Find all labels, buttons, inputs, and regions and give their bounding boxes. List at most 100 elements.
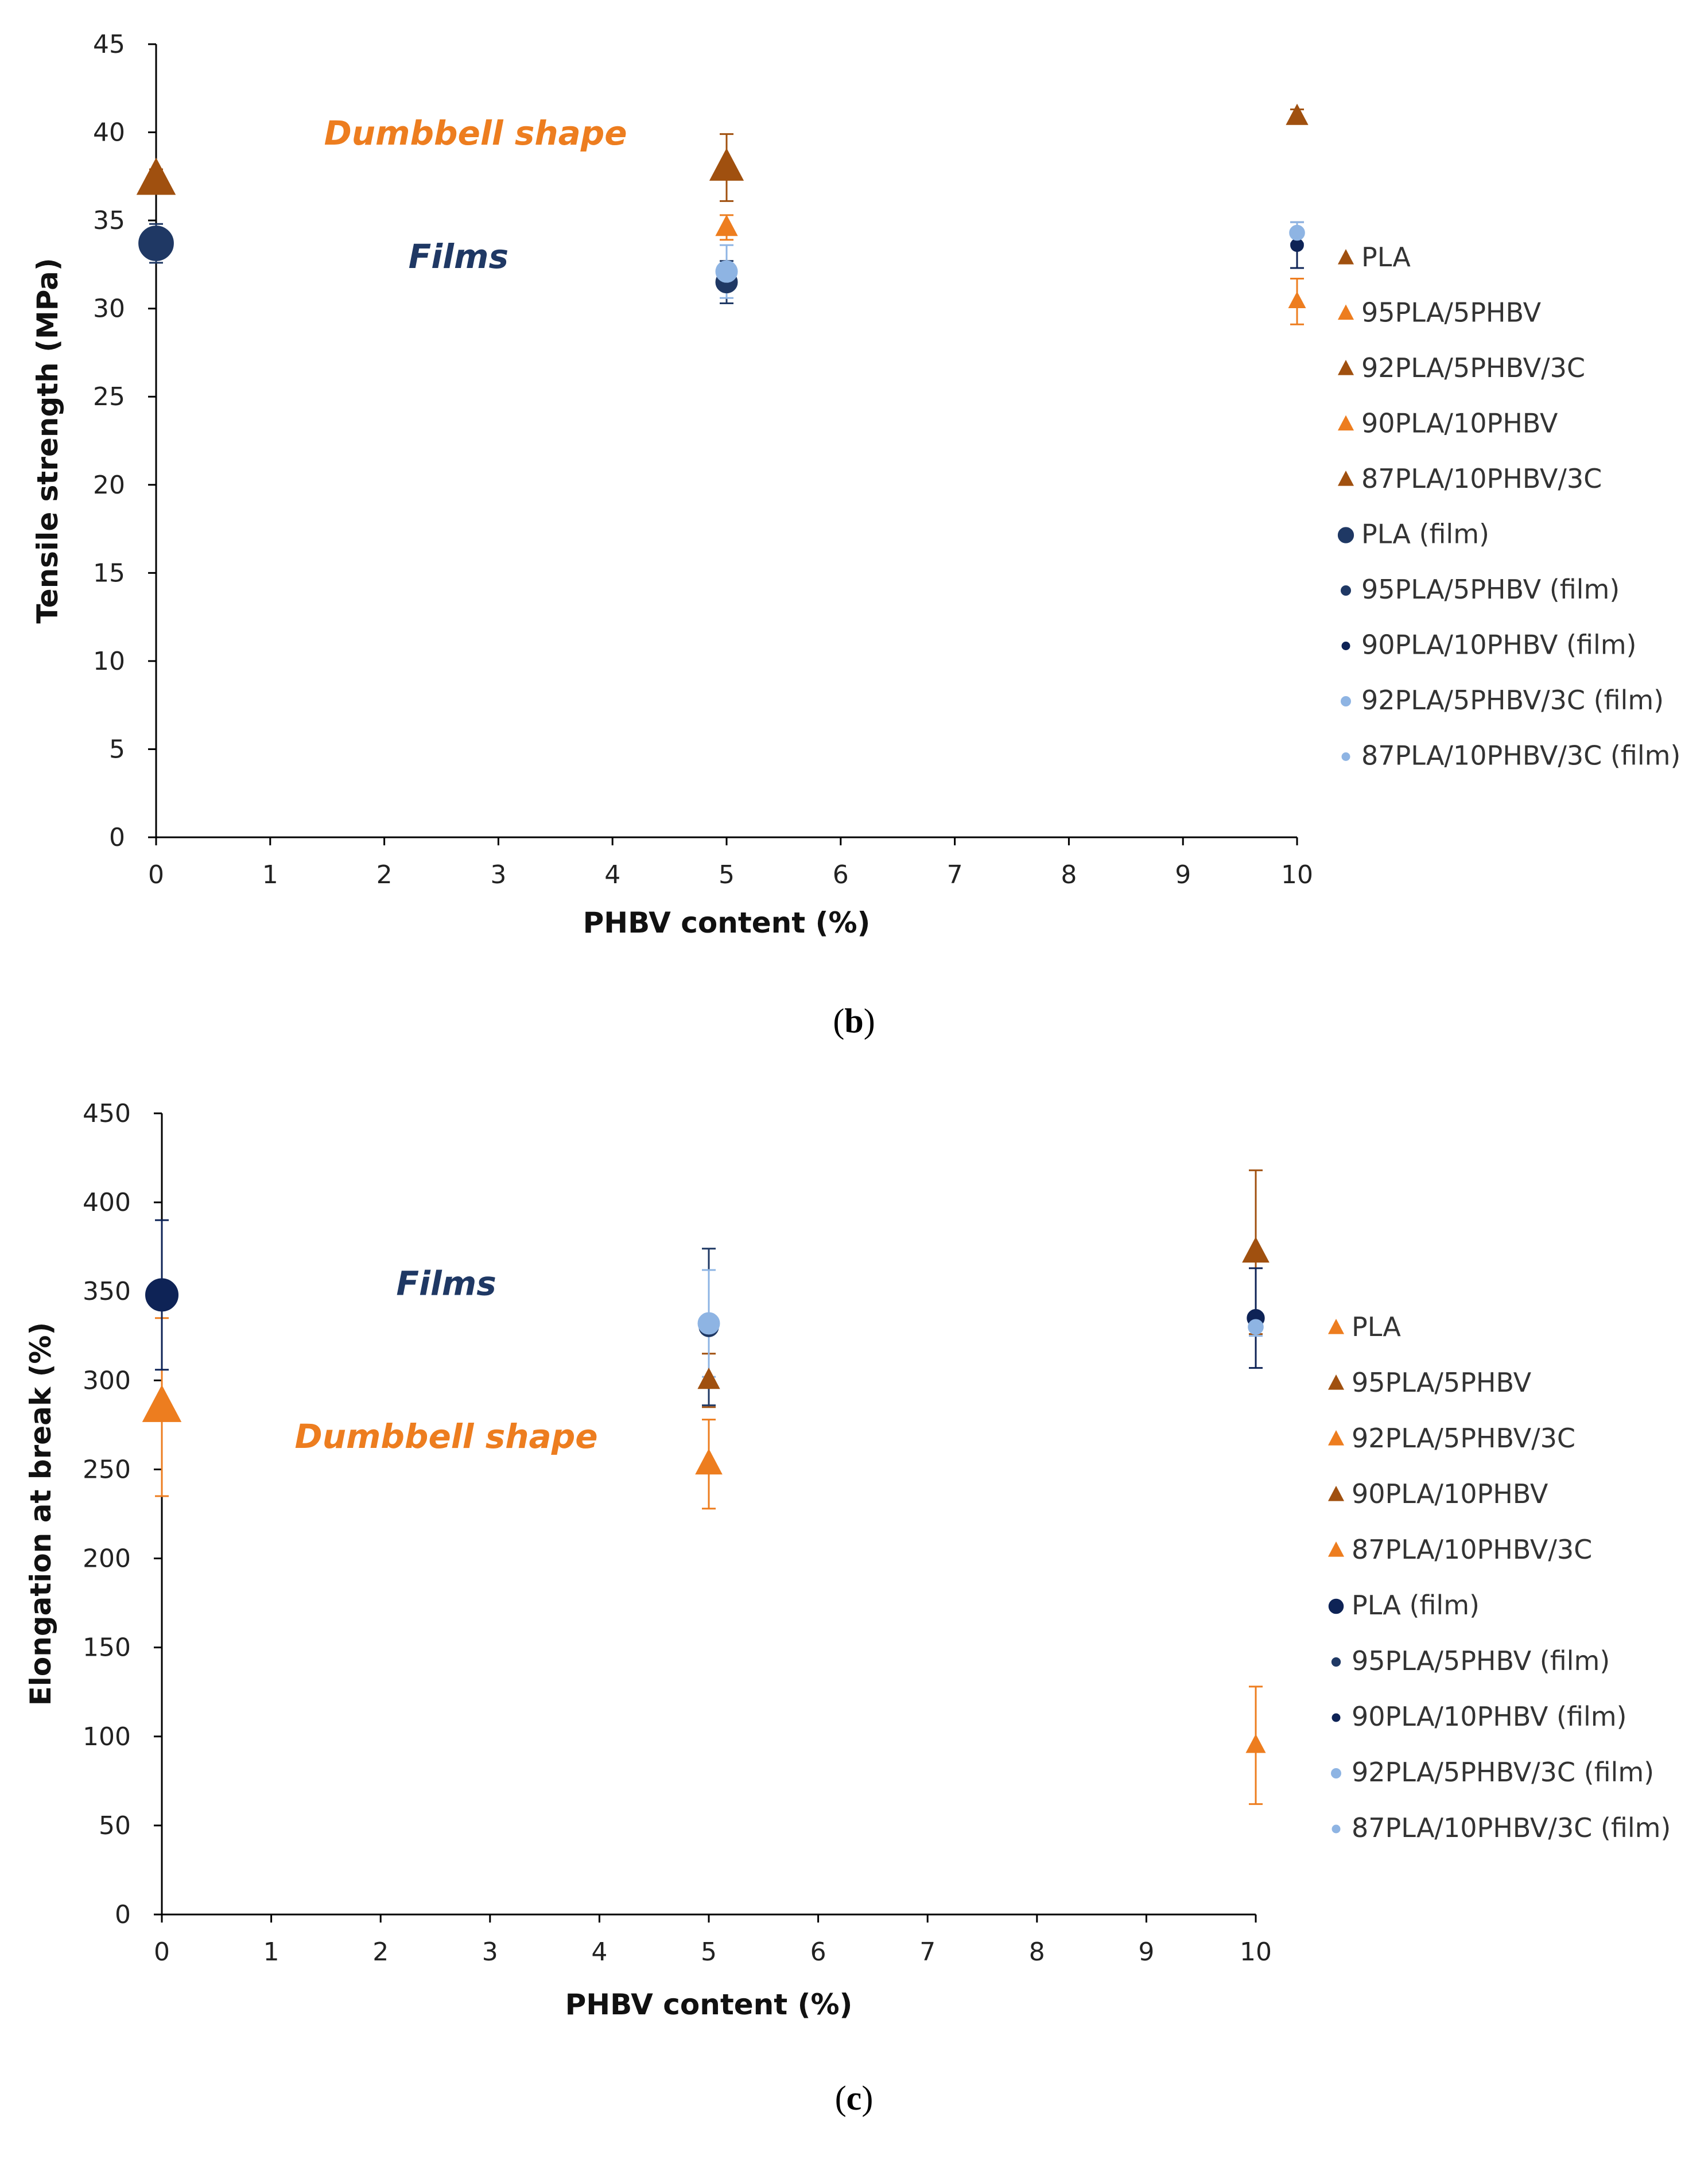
legend-marker xyxy=(1341,642,1350,650)
x-tick-label: 5 xyxy=(719,860,735,890)
y-tick-label: 15 xyxy=(93,558,125,588)
legend-marker xyxy=(1327,1374,1345,1390)
x-tick-label: 8 xyxy=(1061,860,1077,890)
legend: PLA 95PLA/5PHBV 92PLA/5PHBV/3C 90PLA/10PHBV… xyxy=(1361,242,1680,771)
legend-marker xyxy=(1331,1768,1341,1778)
y-tick-label: 100 xyxy=(83,1722,131,1752)
y-tick-label: 200 xyxy=(83,1544,131,1574)
x-tick-label: 0 xyxy=(154,1937,170,1967)
legend: PLA 95PLA/5PHBV 92PLA/5PHBV/3C 90PLA/10PHBV… xyxy=(1352,1311,1671,1843)
y-tick-label: 40 xyxy=(93,118,125,147)
y-tick-label: 50 xyxy=(99,1811,131,1840)
legend-label: 95PLA/5PHBV xyxy=(1352,1367,1532,1398)
data-point xyxy=(138,226,174,261)
data-point xyxy=(142,1385,182,1422)
data-point xyxy=(695,1448,723,1475)
legend-label: 87PLA/10PHBV/3C (film) xyxy=(1361,740,1680,771)
legend-marker xyxy=(1337,360,1354,375)
y-tick-label: 0 xyxy=(109,823,125,852)
legend-label: 87PLA/10PHBV/3C xyxy=(1352,1534,1592,1565)
data-point xyxy=(136,157,176,195)
y-tick-label: 350 xyxy=(83,1277,131,1306)
x-tick-label: 6 xyxy=(833,860,849,890)
x-tick-label: 7 xyxy=(919,1937,935,1967)
y-tick-label: 150 xyxy=(83,1633,131,1663)
legend-label: 90PLA/10PHBV xyxy=(1361,408,1558,439)
x-tick-label: 4 xyxy=(591,1937,607,1967)
legend-marker xyxy=(1327,1319,1345,1334)
x-tick-label: 5 xyxy=(701,1937,717,1967)
data-point xyxy=(709,147,744,181)
legend-marker xyxy=(1337,304,1354,320)
x-tick-label: 6 xyxy=(810,1937,826,1967)
data-point xyxy=(715,215,738,236)
y-axis-title: Elongation at break (%) xyxy=(24,1322,57,1706)
legend-marker xyxy=(1341,696,1351,706)
y-tick-label: 400 xyxy=(83,1188,131,1217)
legend-marker xyxy=(1332,1824,1341,1834)
x-tick-label: 9 xyxy=(1138,1937,1154,1967)
y-tick-label: 30 xyxy=(93,294,125,324)
y-axis-title: Tensile strength (MPa) xyxy=(31,258,64,623)
legend-label: 95PLA/5PHBV (film) xyxy=(1352,1645,1610,1676)
legend-marker xyxy=(1337,415,1354,431)
legend-marker xyxy=(1327,1486,1345,1501)
data-point xyxy=(1288,291,1306,309)
x-tick-label: 7 xyxy=(947,860,963,890)
legend-label: PLA (film) xyxy=(1361,519,1489,550)
legend-label: 90PLA/10PHBV xyxy=(1352,1478,1548,1509)
legend-marker xyxy=(1327,1430,1345,1446)
data-point xyxy=(697,1368,720,1389)
data-point xyxy=(697,1312,720,1335)
x-tick-label: 4 xyxy=(604,860,620,890)
chart-elongation-at-break: 0 50 100 150 200 250 300 350 400 450 0 1 2 3 4 5 6 7 8 9 10 P… xyxy=(24,1099,1671,2021)
x-tick-label: 3 xyxy=(482,1937,498,1967)
x-tick-label: 3 xyxy=(490,860,506,890)
data-point xyxy=(1286,103,1309,125)
data-point xyxy=(1242,1236,1270,1263)
x-tick-label: 2 xyxy=(376,860,393,890)
legend-label: 90PLA/10PHBV (film) xyxy=(1352,1701,1627,1732)
data-point xyxy=(715,260,738,283)
legend-label: 92PLA/5PHBV/3C xyxy=(1361,352,1585,383)
y-tick-label: 450 xyxy=(83,1099,131,1128)
y-tick-label: 35 xyxy=(93,206,125,235)
legend-label: PLA (film) xyxy=(1352,1590,1480,1621)
legend-label: 90PLA/10PHBV (film) xyxy=(1361,630,1636,661)
data-point xyxy=(1245,1734,1266,1753)
x-axis-title: PHBV content (%) xyxy=(565,1988,853,2021)
data-point xyxy=(1248,1319,1264,1335)
y-tick-label: 25 xyxy=(93,382,125,411)
legend-label: 92PLA/5PHBV/3C xyxy=(1352,1423,1575,1454)
y-tick-label: 300 xyxy=(83,1366,131,1395)
x-tick-label: 0 xyxy=(148,860,164,890)
legend-label: 92PLA/5PHBV/3C (film) xyxy=(1361,685,1664,716)
legend-marker xyxy=(1341,752,1350,761)
legend-marker xyxy=(1328,1598,1344,1614)
y-tick-label: 5 xyxy=(109,735,125,764)
panel-label-c: (c) xyxy=(834,2079,874,2117)
x-tick-label: 1 xyxy=(263,1937,280,1967)
legend-label: PLA xyxy=(1352,1311,1401,1342)
legend-marker xyxy=(1332,1713,1341,1722)
annotation-label: Films xyxy=(409,237,508,276)
y-tick-label: 45 xyxy=(93,30,125,59)
annotation-label: Dumbbell shape xyxy=(295,1417,598,1456)
legend-label: 87PLA/10PHBV/3C (film) xyxy=(1352,1812,1671,1843)
panel-label-b: (b) xyxy=(833,1002,875,1040)
legend-label: PLA xyxy=(1361,242,1411,273)
legend-label: 92PLA/5PHBV/3C (film) xyxy=(1352,1757,1654,1788)
x-tick-label: 1 xyxy=(262,860,278,890)
legend-label: 95PLA/5PHBV xyxy=(1361,297,1542,328)
x-tick-label: 8 xyxy=(1029,1937,1045,1967)
legend-marker xyxy=(1337,249,1354,265)
legend-marker xyxy=(1341,585,1351,596)
legend-marker xyxy=(1337,527,1354,543)
annotation-label: Films xyxy=(396,1264,496,1303)
x-tick-label: 10 xyxy=(1240,1937,1272,1967)
legend-marker xyxy=(1327,1541,1345,1557)
y-tick-label: 20 xyxy=(93,471,125,500)
data-point xyxy=(1289,224,1305,241)
y-tick-label: 10 xyxy=(93,647,125,676)
